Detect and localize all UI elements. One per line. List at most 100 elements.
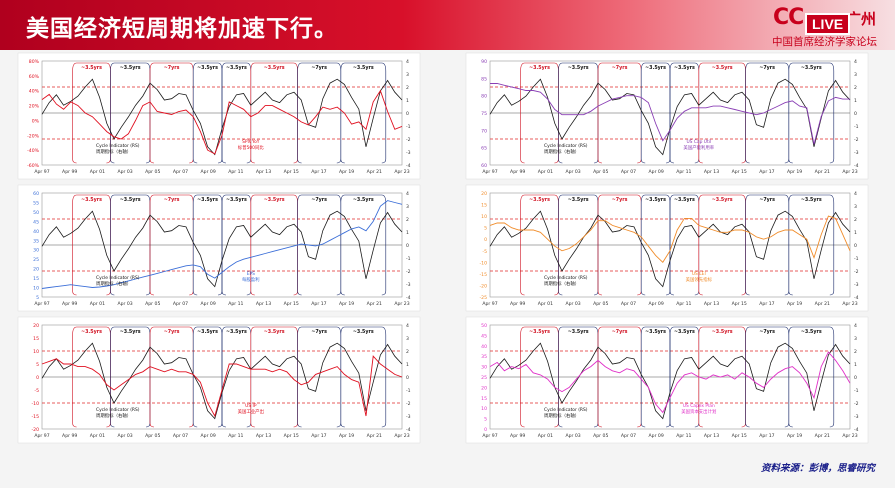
- left-tick-label: -10: [31, 401, 39, 407]
- period-label: ~3.5yrs: [674, 65, 695, 71]
- period-label: ~3.5yrs: [712, 329, 733, 335]
- right-tick-label: -2: [406, 401, 411, 407]
- x-tick-label: Apr 17: [759, 301, 774, 307]
- x-tick-label: Apr 97: [34, 301, 49, 307]
- period-label: ~3.5yrs: [264, 65, 285, 71]
- source-label: 资料来源：: [760, 463, 809, 474]
- period-label: ~3.5yrs: [197, 197, 218, 203]
- right-tick-label: 0: [854, 375, 857, 381]
- x-tick-label: Apr 13: [704, 433, 719, 439]
- legend-cycle-label-cn: 周期指标（右轴）: [96, 148, 131, 155]
- left-tick-label: -60%: [27, 163, 40, 169]
- left-tick-label: 25: [481, 375, 487, 381]
- period-label: ~3.5yrs: [353, 197, 374, 203]
- x-tick-label: Apr 11: [228, 301, 243, 307]
- period-label: ~3.5yrs: [81, 197, 102, 203]
- left-tick-label: 60: [481, 163, 487, 169]
- period-label: ~7yrs: [164, 197, 180, 203]
- right-tick-label: 0: [406, 243, 409, 249]
- x-tick-label: Apr 07: [173, 301, 188, 307]
- period-label: ~3.5yrs: [712, 197, 733, 203]
- x-tick-label: Apr 15: [284, 169, 299, 175]
- left-tick-label: 15: [481, 203, 487, 209]
- x-tick-label: Apr 21: [367, 169, 382, 175]
- right-tick-label: 3: [854, 72, 857, 78]
- chart-panel-left-1: 80%60%40%20%0%-20%-40%-60%43210-1-2-3-4A…: [17, 52, 421, 180]
- right-tick-label: -4: [854, 163, 859, 169]
- x-tick-label: Apr 03: [565, 433, 580, 439]
- series-line-cycle-indicator: [41, 342, 403, 420]
- legend-cycle-label: Cycle Indicator (RS): [544, 407, 588, 413]
- x-tick-label: Apr 01: [90, 301, 105, 307]
- series-line-cycle-indicator: [41, 78, 403, 156]
- x-tick-label: Apr 01: [538, 301, 553, 307]
- period-label: ~3.5yrs: [529, 329, 550, 335]
- right-tick-label: -4: [406, 163, 411, 169]
- left-tick-label: 10: [33, 286, 39, 292]
- period-label: ~3.5yrs: [568, 65, 589, 71]
- period-label: ~3.5yrs: [712, 65, 733, 71]
- right-tick-label: -3: [406, 150, 411, 156]
- right-tick-label: -1: [854, 256, 859, 262]
- legend-cycle-label: Cycle Indicator (RS): [96, 143, 140, 149]
- left-tick-label: 5: [484, 226, 487, 232]
- right-tick-label: -1: [406, 388, 411, 394]
- period-label: ~3.5yrs: [801, 197, 822, 203]
- period-label: ~3.5yrs: [226, 65, 247, 71]
- x-tick-label: Apr 05: [145, 433, 160, 439]
- cycle-bracket: [340, 194, 387, 296]
- period-label: ~7yrs: [612, 197, 628, 203]
- x-tick-label: Apr 19: [787, 169, 802, 175]
- x-tick-label: Apr 05: [593, 301, 608, 307]
- right-tick-label: -3: [406, 282, 411, 288]
- legend-series-label-cn: 美国领先指标: [686, 276, 713, 283]
- x-tick-label: Apr 97: [34, 433, 49, 439]
- right-tick-label: -3: [854, 282, 859, 288]
- right-tick-label: -4: [406, 427, 411, 433]
- x-tick-label: Apr 11: [228, 433, 243, 439]
- x-tick-label: Apr 23: [394, 433, 409, 439]
- left-tick-label: 35: [33, 238, 39, 244]
- right-tick-label: -1: [406, 256, 411, 262]
- right-tick-label: -2: [854, 137, 859, 143]
- right-tick-label: 3: [854, 204, 857, 210]
- x-tick-label: Apr 05: [593, 169, 608, 175]
- x-tick-label: Apr 01: [90, 433, 105, 439]
- x-tick-label: Apr 97: [482, 169, 497, 175]
- series-line-cycle-indicator: [41, 210, 403, 288]
- period-label: ~7yrs: [311, 329, 327, 335]
- right-tick-label: 4: [406, 191, 409, 197]
- legend-cycle-label: Cycle Indicator (RS): [96, 407, 140, 413]
- period-label: ~7yrs: [759, 329, 775, 335]
- x-tick-label: Apr 99: [510, 169, 525, 175]
- right-tick-label: -4: [854, 295, 859, 301]
- legend-series-label-cn: 美国工业产出: [238, 408, 264, 415]
- x-tick-label: Apr 03: [565, 301, 580, 307]
- cycle-bracket: [788, 194, 835, 296]
- x-tick-label: Apr 17: [311, 301, 326, 307]
- right-tick-label: -3: [406, 414, 411, 420]
- period-label: ~3.5yrs: [197, 329, 218, 335]
- x-tick-label: Apr 03: [117, 169, 132, 175]
- period-label: ~7yrs: [311, 65, 327, 71]
- x-tick-label: Apr 21: [815, 169, 830, 175]
- x-tick-label: Apr 07: [173, 433, 188, 439]
- left-tick-label: 25: [33, 257, 39, 263]
- x-tick-label: Apr 07: [621, 301, 636, 307]
- panel-background: [465, 316, 869, 444]
- right-tick-label: -1: [406, 124, 411, 130]
- right-tick-label: 1: [854, 230, 857, 236]
- x-tick-label: Apr 03: [117, 301, 132, 307]
- left-tick-label: 10: [33, 349, 39, 355]
- left-tick-label: -15: [31, 414, 39, 420]
- left-tick-label: 90: [481, 59, 487, 65]
- series-line-cycle-indicator: [489, 342, 851, 420]
- left-tick-label: 45: [481, 333, 487, 339]
- x-tick-label: Apr 15: [732, 169, 747, 175]
- period-label: ~7yrs: [164, 65, 180, 71]
- x-tick-label: Apr 17: [759, 433, 774, 439]
- right-tick-label: 1: [854, 362, 857, 368]
- x-tick-label: Apr 97: [482, 433, 497, 439]
- left-tick-label: 40: [33, 229, 39, 235]
- left-tick-label: 80: [481, 94, 487, 100]
